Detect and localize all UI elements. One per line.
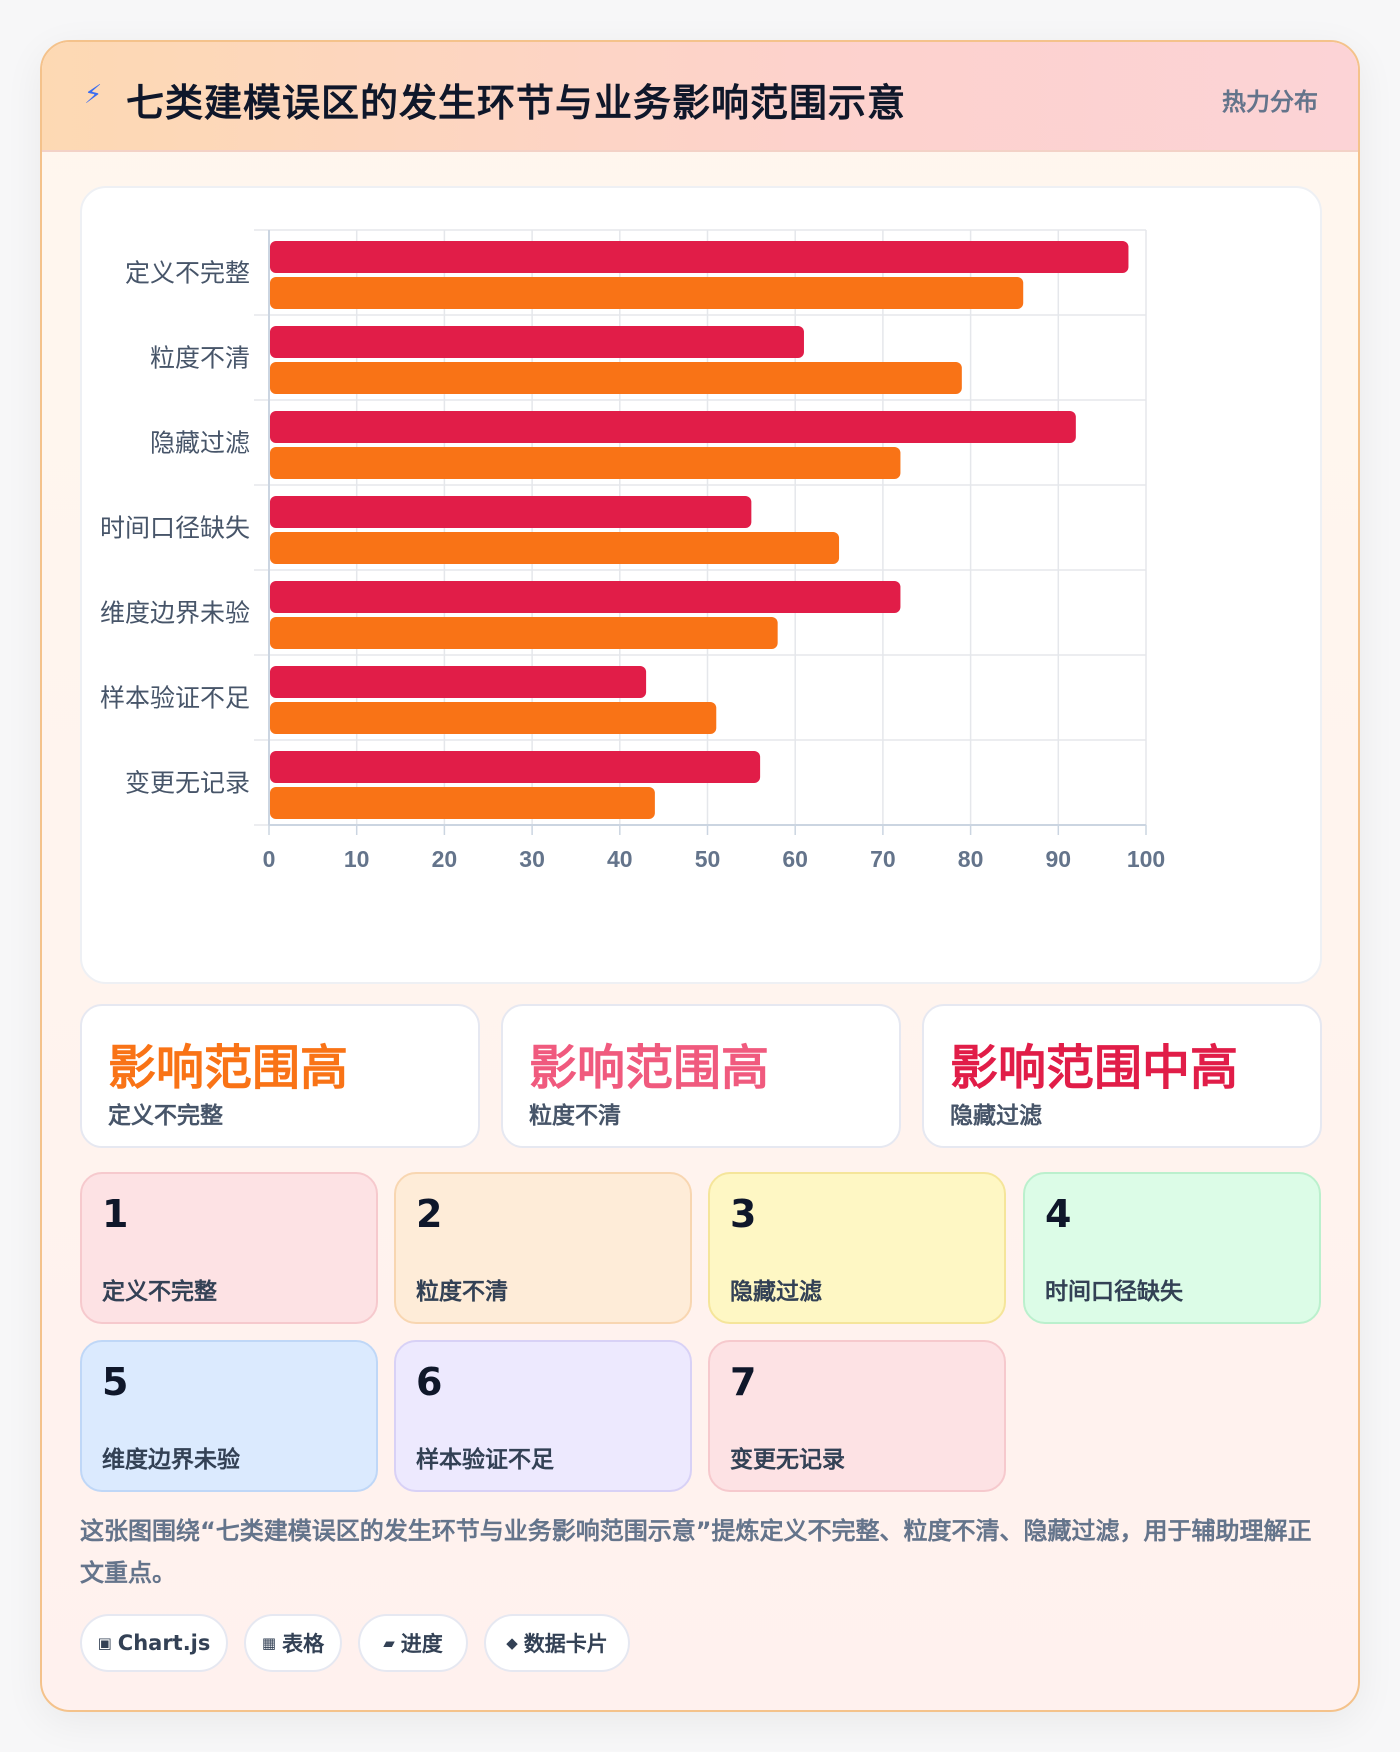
figure-card: ⚡ 七类建模误区的发生环节与业务影响范围示意 热力分布 0 10 20 30 40 50 6… xyxy=(40,40,1360,1712)
step-label: 粒度不清 xyxy=(416,1279,508,1305)
x-tick-label: 60 xyxy=(782,846,808,872)
bar-2 xyxy=(270,447,901,479)
bar-2 xyxy=(270,787,655,819)
step-number: 3 xyxy=(730,1192,757,1236)
bar-1 xyxy=(270,241,1129,273)
category-label: 变更无记录 xyxy=(125,769,250,798)
chip-table[interactable]: ▦ 表格 xyxy=(244,1614,342,1672)
card-header: ⚡ 七类建模误区的发生环节与业务影响范围示意 热力分布 xyxy=(42,42,1358,152)
step-tile: 4 时间口径缺失 xyxy=(1023,1172,1321,1324)
chip-label: 进度 xyxy=(400,1632,443,1656)
bar-2 xyxy=(270,702,717,734)
step-number: 1 xyxy=(102,1192,129,1236)
tag-chips: ▣ Chart.js ▦ 表格 ▰ 进度 ◆ 数据卡片 xyxy=(80,1614,1322,1672)
step-tile: 5 维度边界未验 xyxy=(80,1340,378,1492)
bar-2 xyxy=(270,362,962,394)
x-tick-label: 10 xyxy=(344,846,370,872)
bar-1 xyxy=(270,411,1076,443)
chip-label: 表格 xyxy=(282,1632,325,1656)
stat-cards: 影响范围高 定义不完整 影响范围高 粒度不清 影响范围中高 隐藏过滤 xyxy=(80,1004,1322,1148)
x-tick-label: 50 xyxy=(695,846,721,872)
chip-icon: ▣ xyxy=(97,1634,112,1652)
x-tick-label: 90 xyxy=(1046,846,1072,872)
step-number: 5 xyxy=(102,1360,129,1404)
stat-value: 影响范围中高 xyxy=(950,1040,1239,1096)
step-tile: 1 定义不完整 xyxy=(80,1172,378,1324)
x-tick-label: 40 xyxy=(607,846,633,872)
step-label: 维度边界未验 xyxy=(102,1447,240,1473)
stat-label: 粒度不清 xyxy=(529,1103,621,1129)
bar-1 xyxy=(270,581,901,613)
category-label: 定义不完整 xyxy=(125,259,250,288)
stat-value: 影响范围高 xyxy=(529,1040,770,1096)
step-tile: 2 粒度不清 xyxy=(394,1172,692,1324)
category-label: 维度边界未验 xyxy=(100,599,250,628)
chip-icon: ◆ xyxy=(506,1634,518,1652)
step-tiles: 1 定义不完整 2 粒度不清 3 隐藏过滤 4 时间口径缺失 5 维度边界未验 … xyxy=(80,1172,1322,1492)
step-tile: 7 变更无记录 xyxy=(708,1340,1006,1492)
stat-label: 隐藏过滤 xyxy=(950,1103,1042,1129)
step-label: 变更无记录 xyxy=(730,1447,845,1473)
step-number: 7 xyxy=(730,1360,757,1404)
stat-card: 影响范围高 粒度不清 xyxy=(501,1004,901,1148)
step-tile: 6 样本验证不足 xyxy=(394,1340,692,1492)
step-tile: 3 隐藏过滤 xyxy=(708,1172,1006,1324)
bar-1 xyxy=(270,666,647,698)
bar-1 xyxy=(270,751,761,783)
chip-label: 数据卡片 xyxy=(523,1632,608,1656)
chip-icon: ▦ xyxy=(261,1634,277,1652)
chip-icon: ▰ xyxy=(383,1634,395,1652)
category-label: 时间口径缺失 xyxy=(100,514,250,543)
step-number: 6 xyxy=(416,1360,443,1404)
stat-card: 影响范围高 定义不完整 xyxy=(80,1004,480,1148)
step-label: 定义不完整 xyxy=(102,1279,217,1305)
category-label: 样本验证不足 xyxy=(100,684,250,713)
figure-title: 七类建模误区的发生环节与业务影响范围示意 xyxy=(126,81,907,125)
step-label: 隐藏过滤 xyxy=(730,1279,822,1305)
chart-panel: 0 10 20 30 40 50 60 70 80 90 100 定义不完整粒度不清隐藏过滤时间口径缺… xyxy=(80,186,1322,984)
x-tick-label: 20 xyxy=(432,846,458,872)
step-number: 4 xyxy=(1045,1192,1072,1236)
bar-chart: 0 10 20 30 40 50 60 70 80 90 100 定义不完整粒度不清隐藏过滤时间口径缺… xyxy=(100,229,1165,872)
x-tick-label: 30 xyxy=(519,846,545,872)
step-label: 样本验证不足 xyxy=(416,1447,554,1473)
bar-2 xyxy=(270,617,778,649)
chip-data-card[interactable]: ◆ 数据卡片 xyxy=(484,1614,630,1672)
stat-value: 影响范围高 xyxy=(108,1040,349,1096)
stat-card: 影响范围中高 隐藏过滤 xyxy=(922,1004,1322,1148)
category-label: 粒度不清 xyxy=(150,344,250,373)
bar-2 xyxy=(270,532,840,564)
chip-progress[interactable]: ▰ 进度 xyxy=(358,1614,468,1672)
chip-label: Chart.js xyxy=(117,1631,211,1655)
category-label: 隐藏过滤 xyxy=(150,429,250,458)
bar-2 xyxy=(270,277,1024,309)
x-tick-label: 80 xyxy=(958,846,984,872)
x-tick-label: 70 xyxy=(870,846,896,872)
header-tag: 热力分布 xyxy=(1222,88,1318,116)
x-tick-label: 100 xyxy=(1127,846,1165,872)
bar-1 xyxy=(270,326,804,358)
step-label: 时间口径缺失 xyxy=(1045,1279,1183,1305)
step-number: 2 xyxy=(416,1192,443,1236)
x-tick-label: 0 xyxy=(263,846,276,872)
bar-1 xyxy=(270,496,752,528)
stat-label: 定义不完整 xyxy=(108,1103,223,1129)
figure-description: 这张图围绕“七类建模误区的发生环节与业务影响范围示意”提炼定义不完整、粒度不清、… xyxy=(80,1517,1312,1587)
chip-chartjs[interactable]: ▣ Chart.js xyxy=(80,1614,228,1672)
lightning-icon: ⚡ xyxy=(84,80,103,110)
